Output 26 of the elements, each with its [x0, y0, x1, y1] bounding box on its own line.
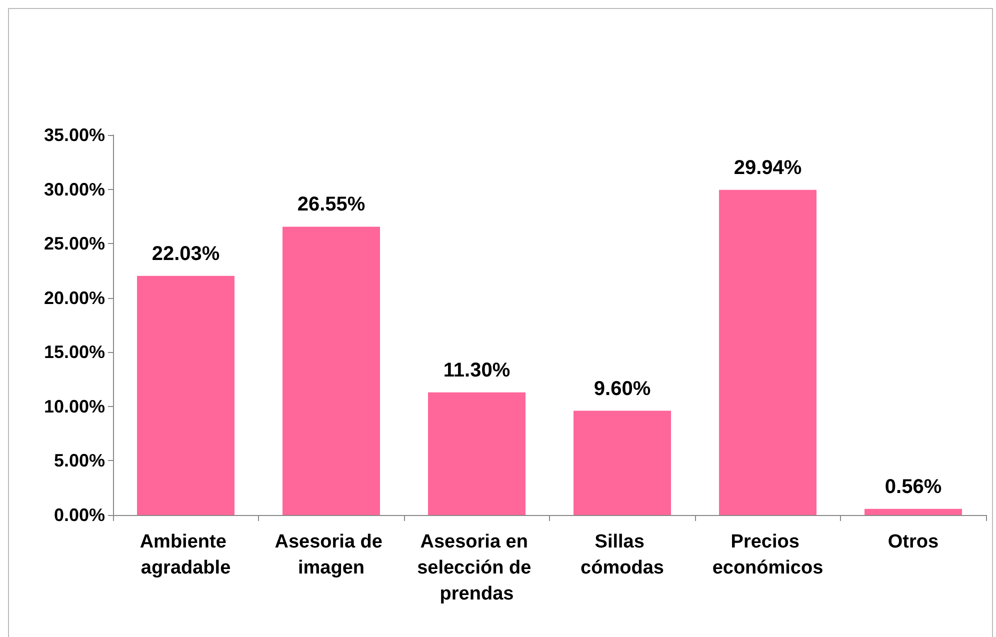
x-tick-label: Precios económicos	[712, 532, 824, 578]
y-tick-label: 0.00%	[54, 505, 105, 525]
x-tick-label: Otros	[888, 532, 939, 552]
bar	[137, 276, 234, 515]
data-label: 0.56%	[884, 476, 942, 498]
data-label: 11.30%	[443, 359, 510, 382]
y-tick-label: 35.00%	[44, 125, 105, 145]
y-tick-label: 15.00%	[44, 342, 105, 362]
x-tick-label: Ambiente agradable	[140, 532, 232, 578]
data-label: 29.94%	[734, 156, 802, 179]
y-tick-label: 20.00%	[44, 288, 105, 308]
x-tick-label: Sillas cómodas	[580, 532, 664, 578]
bar	[574, 410, 671, 515]
data-label: 9.60%	[594, 378, 651, 400]
bar	[428, 392, 526, 515]
bar	[864, 508, 962, 515]
y-tick-label: 30.00%	[44, 179, 105, 200]
y-tick-label: 10.00%	[44, 396, 105, 416]
y-tick-label: 5.00%	[54, 450, 105, 471]
x-tick-label: Asesoria en selección de prendas	[417, 532, 536, 604]
x-tick-label: Asesoria de imagen	[274, 532, 388, 578]
data-label: 22.03%	[152, 242, 220, 265]
y-tick-label: 25.00%	[44, 234, 105, 254]
bar	[719, 190, 816, 515]
data-label: 26.55%	[297, 194, 366, 216]
bar	[282, 226, 380, 515]
